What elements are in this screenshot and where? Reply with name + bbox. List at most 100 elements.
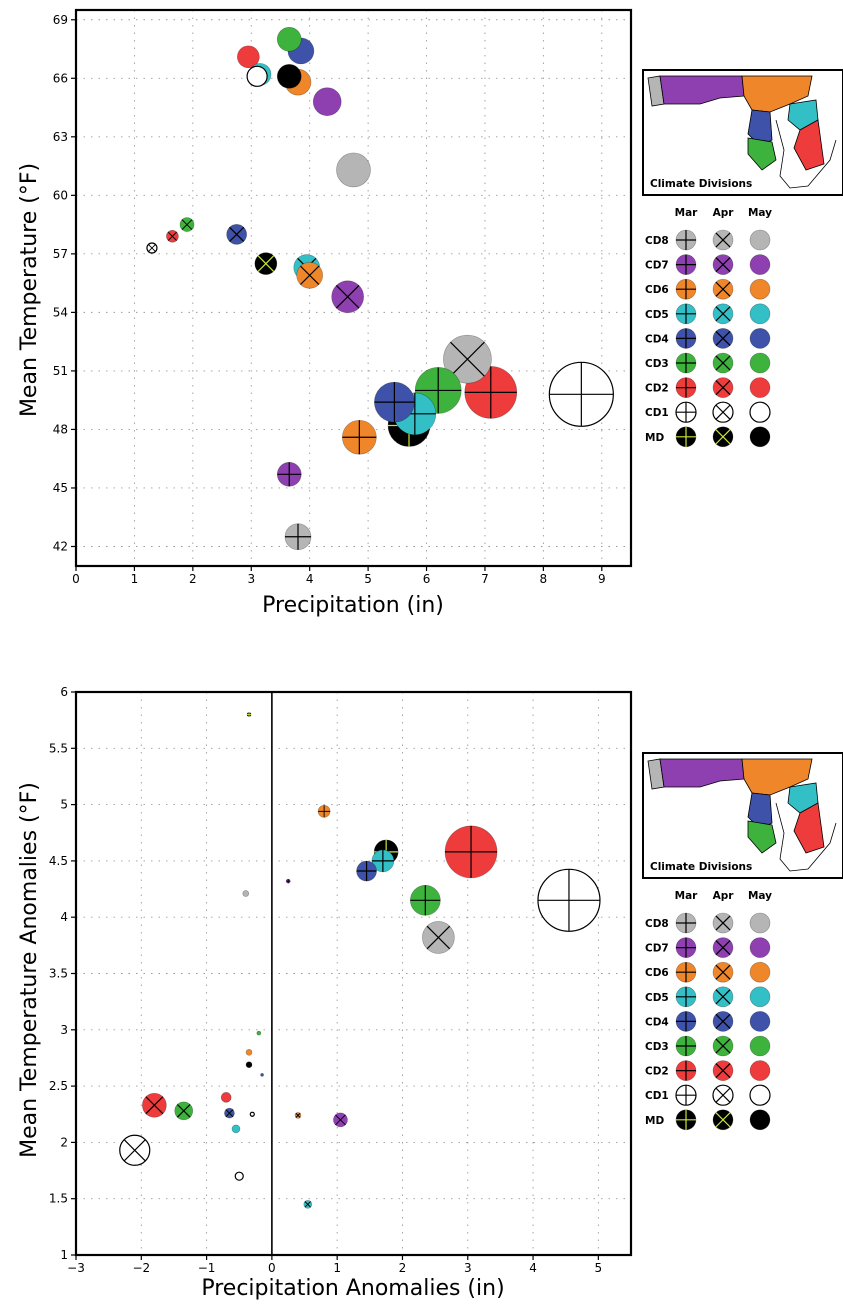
- data-point-cd7-may: [312, 87, 342, 116]
- data-point-cd5-may: [231, 1124, 241, 1134]
- legend-row-label: CD7: [645, 943, 669, 955]
- legend-column-header: May: [748, 207, 772, 219]
- data-point-cd2-may: [220, 1092, 232, 1103]
- legend-row-label: CD8: [645, 918, 669, 930]
- data-point-cd1-mar: [548, 361, 614, 427]
- legend-swatch-cd6-apr: [712, 961, 734, 983]
- data-point-cd4-apr: [226, 224, 247, 245]
- legend-column-header: Mar: [675, 890, 699, 902]
- x-tick-label: 8: [540, 572, 548, 586]
- legend-swatch-cd7-may: [749, 937, 771, 958]
- legend-swatch-cd7-mar: [675, 937, 697, 958]
- x-tick-label: 2: [399, 1261, 407, 1275]
- x-tick-label: 9: [598, 572, 606, 586]
- legend-row-label: CD3: [645, 358, 669, 370]
- legend-swatch-cd6-apr: [712, 278, 734, 300]
- data-point-md-apr: [254, 252, 278, 275]
- data-point-cd8-may: [242, 890, 250, 897]
- climate-divisions-map: Climate Divisions: [642, 752, 843, 879]
- legend-row-label: MD: [645, 1115, 664, 1127]
- map-caption: Climate Divisions: [650, 861, 752, 873]
- legend-swatch-cd1-mar: [675, 401, 697, 423]
- legend-row-label: CD7: [645, 260, 669, 272]
- legend-swatch-cd3-mar: [675, 1035, 697, 1057]
- data-point-cd4-apr: [224, 1107, 235, 1119]
- y-tick-label: 51: [53, 364, 68, 378]
- x-tick-label: 2: [189, 572, 197, 586]
- legend-column-header: Apr: [713, 207, 735, 219]
- y-tick-label: 6: [60, 685, 68, 699]
- legend-swatch-cd8-mar: [675, 229, 697, 251]
- x-tick-label: 6: [423, 572, 431, 586]
- legend-swatch-cd3-apr: [712, 352, 734, 374]
- legend-swatch-cd3-may: [749, 1035, 771, 1057]
- data-point-cd7-apr: [331, 280, 364, 314]
- x-tick-label: 4: [306, 572, 314, 586]
- legend-row-label: CD5: [645, 309, 669, 321]
- legend-column-header: Mar: [675, 207, 699, 219]
- legend-swatch-cd7-apr: [712, 937, 734, 958]
- legend-column-header: Apr: [713, 890, 735, 902]
- data-point-cd1-may: [246, 65, 268, 87]
- data-point-md-mar: [246, 712, 252, 717]
- data-point-md-may: [245, 1061, 253, 1069]
- legend-swatch-cd5-apr: [712, 303, 734, 325]
- data-point-cd8-mar: [284, 523, 312, 551]
- data-point-cd5-apr: [303, 1200, 313, 1209]
- legend-swatch-cd1-apr: [712, 401, 734, 423]
- legend-swatch-cd1-may: [749, 401, 771, 423]
- legend-row-label: CD1: [645, 407, 669, 419]
- legend-swatch-md-mar: [675, 1109, 697, 1131]
- legend-row-label: CD2: [645, 1066, 669, 1078]
- y-tick-label: 5: [60, 798, 68, 812]
- data-point-cd6-apr: [296, 262, 323, 289]
- data-point-cd6-mar: [342, 419, 377, 455]
- data-point-cd6-may: [245, 1049, 253, 1056]
- y-tick-label: 69: [53, 13, 68, 27]
- x-tick-label: 3: [247, 572, 255, 586]
- legend-row-label: CD4: [645, 333, 669, 345]
- x-tick-label: 7: [481, 572, 489, 586]
- legend-swatch-md-mar: [675, 426, 697, 448]
- axis-ticks: −3 −2 −1 0 1 2 3 4 5 1 1.5 2 2.5 3 3.5 4 4.5 5 5.5 6: [49, 685, 602, 1275]
- data-points: [119, 712, 601, 1209]
- legend-row-label: CD8: [645, 235, 669, 247]
- legend-swatch-cd2-mar: [675, 377, 697, 398]
- data-point-cd8-apr: [422, 921, 455, 954]
- y-tick-label: 57: [53, 247, 68, 261]
- legend-swatch-cd4-mar: [675, 328, 697, 349]
- data-point-cd1-mar: [537, 868, 601, 932]
- legend-row-label: MD: [645, 432, 664, 444]
- legend-swatch-cd2-may: [749, 1060, 771, 1081]
- legend-swatch-cd7-apr: [712, 254, 734, 275]
- legend-table: Mar Apr May CD8 CD7 CD6 CD5 CD4 CD3 CD2 CD1 MD: [645, 890, 772, 1131]
- data-point-cd7-apr: [333, 1112, 348, 1128]
- data-point-cd4-mar: [374, 381, 415, 423]
- x-tick-label: −2: [132, 1261, 150, 1275]
- data-point-cd1-may: [234, 1171, 244, 1181]
- y-tick-label: 2.5: [49, 1079, 68, 1093]
- legend-swatch-cd1-apr: [712, 1084, 734, 1106]
- data-point-cd6-mar: [317, 805, 331, 818]
- legend-swatch-cd2-apr: [712, 1060, 734, 1081]
- legend-swatch-cd6-mar: [675, 278, 697, 300]
- y-tick-label: 66: [53, 71, 68, 85]
- legend-swatch-cd3-apr: [712, 1035, 734, 1057]
- legend-swatch-cd8-may: [749, 912, 771, 934]
- y-tick-label: 4.5: [49, 854, 68, 868]
- legend-swatch-cd5-may: [749, 303, 771, 325]
- legend-swatch-md-apr: [712, 426, 734, 448]
- legend-swatch-cd1-may: [749, 1084, 771, 1106]
- plot-frame: [74, 690, 633, 1257]
- legend-swatch-cd1-mar: [675, 1084, 697, 1106]
- legend-swatch-md-may: [749, 1109, 771, 1131]
- x-tick-label: 0: [268, 1261, 276, 1275]
- legend-row-label: CD2: [645, 383, 669, 395]
- data-point-cd3-may: [276, 26, 302, 52]
- legend-swatch-cd8-apr: [712, 912, 734, 934]
- x-axis-label: Precipitation Anomalies (in): [201, 1276, 504, 1301]
- chart-temperature-anomalies-vs-precipitation-anomalies: −3 −2 −1 0 1 2 3 4 5 1 1.5 2 2.5 3 3.5 4 4.5 5 5.5 6 Precip…: [17, 685, 633, 1301]
